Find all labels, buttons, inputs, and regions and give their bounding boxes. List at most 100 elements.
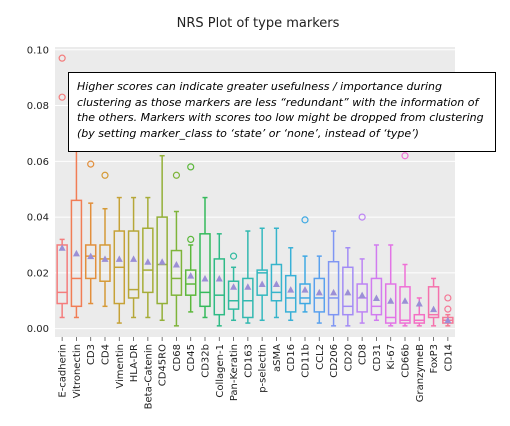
box-iqr <box>70 199 83 308</box>
mean-marker <box>215 274 223 282</box>
box-cd32b <box>199 196 211 319</box>
box-iqr <box>427 286 440 319</box>
x-tick-label: Collagen-1 <box>215 344 226 398</box>
box-granzymeb <box>413 297 426 327</box>
mean-marker <box>72 249 80 257</box>
x-tick-label: CD45 <box>186 344 197 371</box>
outlier-point <box>401 152 409 160</box>
box-iqr <box>184 269 197 296</box>
mean-marker <box>58 244 66 251</box>
x-tick-label: GranzymeB <box>415 344 426 402</box>
mean-marker <box>372 294 380 301</box>
box-cd68 <box>170 171 183 327</box>
outlier-point <box>58 93 66 101</box>
mean-marker <box>358 291 366 299</box>
box-iqr <box>127 230 140 299</box>
x-tick-label: CD16 <box>286 344 297 371</box>
box-vimentin <box>113 196 126 324</box>
x-tick-label: p-selectin <box>258 344 269 393</box>
mean-marker <box>287 286 295 293</box>
box-e-cadherin <box>56 54 68 319</box>
x-tick-label: CD4 <box>101 344 112 365</box>
box-iqr <box>270 263 283 302</box>
box-cd45ro <box>156 155 168 322</box>
box-cd3 <box>84 160 97 305</box>
x-tick-label: CD31 <box>372 344 383 371</box>
x-tick-label: CD45RO <box>158 344 169 386</box>
box-ccl2 <box>313 255 326 324</box>
box-cd14 <box>442 294 454 327</box>
box-p-selectin <box>256 227 268 322</box>
x-tick-label: CD32b <box>201 344 212 378</box>
outlier-point <box>301 216 309 224</box>
mean-marker <box>101 255 109 262</box>
x-tick-label: Beta-Catenin <box>143 344 154 409</box>
x-tick-label: CD66b <box>401 344 412 378</box>
outlier-point <box>187 163 195 171</box>
box-iqr <box>199 233 211 308</box>
y-tick-label: 0.00 <box>27 324 49 335</box>
box-hla-dr <box>127 196 140 319</box>
box-cd163 <box>242 230 254 324</box>
mean-marker <box>272 280 280 288</box>
box-cd66b <box>399 152 411 327</box>
mean-marker <box>158 258 166 265</box>
x-tick-label: HLA-DR <box>129 344 140 382</box>
x-tick-label: CCL2 <box>315 344 326 370</box>
x-tick-label: CD68 <box>172 344 183 371</box>
box-cd20 <box>342 247 354 327</box>
box-iqr <box>284 274 297 313</box>
mean-marker <box>144 258 152 265</box>
mean-marker <box>244 283 252 290</box>
box-cd31 <box>370 244 383 322</box>
annotation-text: Higher scores can indicate greater usefu… <box>77 80 484 140</box>
box-cd16 <box>284 247 297 322</box>
annotation-box: Higher scores can indicate greater usefu… <box>68 72 496 152</box>
x-tick-label: CD8 <box>358 344 369 365</box>
y-tick-label: 0.10 <box>27 45 49 56</box>
x-tick-label: CD14 <box>443 344 454 371</box>
box-iqr <box>84 244 97 280</box>
mean-marker <box>201 274 209 282</box>
outlier-point <box>358 213 366 221</box>
y-tick-label: 0.02 <box>27 268 49 279</box>
box-ki-67 <box>384 244 397 327</box>
mean-marker <box>258 280 266 288</box>
box-iqr <box>370 277 383 316</box>
box-iqr <box>413 313 426 324</box>
x-tick-label: CD206 <box>329 344 340 378</box>
mean-marker <box>430 305 438 313</box>
box-cd11b <box>299 216 311 313</box>
x-tick-label: CD20 <box>343 344 354 371</box>
mean-marker <box>415 300 423 307</box>
mean-marker <box>330 288 338 296</box>
y-axis: 0.00 0.02 0.04 0.06 0.08 0.10 <box>27 45 49 335</box>
mean-marker <box>315 288 323 296</box>
x-tick-label: CD3 <box>86 344 97 365</box>
outlier-point <box>229 252 238 260</box>
box-beta-catenin <box>142 196 154 319</box>
outlier-point <box>172 171 181 179</box>
mean-marker <box>130 255 138 262</box>
y-tick-label: 0.04 <box>27 213 49 224</box>
mean-marker <box>230 283 238 290</box>
outlier-point <box>444 305 452 313</box>
mean-marker <box>344 288 352 296</box>
outlier-point <box>58 54 66 62</box>
box-iqr <box>342 266 354 316</box>
box-pan-keratin <box>227 252 240 322</box>
box-iqr <box>142 227 154 294</box>
x-tick-label: CD163 <box>243 344 254 378</box>
box-iqr <box>313 277 326 313</box>
box-foxp3 <box>427 277 440 327</box>
box-iqr <box>327 260 340 316</box>
mean-marker <box>187 272 195 279</box>
box-iqr <box>227 280 240 310</box>
mean-marker <box>444 316 452 324</box>
box-iqr <box>384 283 397 324</box>
gridlines <box>55 49 455 330</box>
x-tick-label: E-cadherin <box>58 344 69 398</box>
box-iqr <box>170 249 183 296</box>
box-asma <box>270 227 283 319</box>
